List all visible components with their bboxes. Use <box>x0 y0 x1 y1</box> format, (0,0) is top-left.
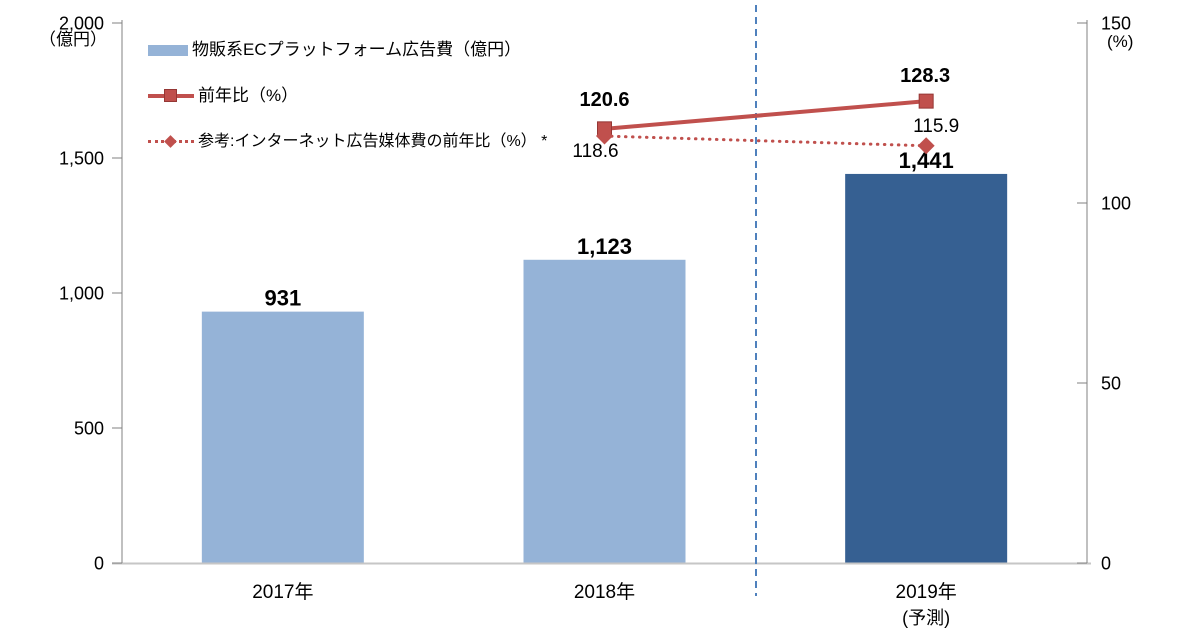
line-point-value-label: 118.6 <box>572 141 618 162</box>
reference-line-series <box>603 134 928 148</box>
reference-line-label: 参考:インターネット広告媒体費の前年比（%） * <box>198 133 548 150</box>
yoy-line-series <box>604 99 927 131</box>
legend-item-yoy-line: 前年比（%） <box>148 86 547 106</box>
bar-2019年 <box>845 173 1008 563</box>
left-axis-tick-label: 1,000 <box>59 284 104 304</box>
bar-value-label: 931 <box>264 286 301 311</box>
x-axis-category-sublabel: (予測) <box>902 608 950 628</box>
bar-series-label: 物販系ECプラットフォーム広告費（億円） <box>192 40 522 59</box>
yoy-line-swatch-icon <box>148 89 194 103</box>
x-axis-category-label: 2017年 <box>252 581 313 603</box>
bar-value-label: 1,123 <box>577 234 632 259</box>
bar-2017年 <box>201 311 364 563</box>
bar-2018年 <box>523 259 686 563</box>
line-point-value-label: 120.6 <box>579 89 629 111</box>
legend-item-bar-series: 物販系ECプラットフォーム広告費（億円） <box>148 40 547 60</box>
right-axis-tick-label: 100 <box>1101 194 1131 214</box>
chart-legend: 物販系ECプラットフォーム広告費（億円） 前年比（%） 参考:インターネット広告… <box>148 40 547 152</box>
yoy-square-marker <box>918 93 934 109</box>
right-axis-tick-label: 150 <box>1101 14 1131 34</box>
left-axis-tick-label: 1,500 <box>59 149 104 169</box>
left-axis-tick-label: 500 <box>74 419 104 439</box>
x-axis-category-label: 2019年 <box>896 581 957 603</box>
yoy-line-label: 前年比（%） <box>198 86 299 105</box>
reference-diamond-marker <box>596 127 613 145</box>
reference-line-swatch-icon <box>148 135 194 149</box>
x-axis-category-label: 2018年 <box>574 581 635 603</box>
right-axis-tick-label: 50 <box>1101 374 1121 394</box>
line-point-value-label: 128.3 <box>900 65 950 87</box>
bar-series-swatch-icon <box>148 44 188 56</box>
reference-diamond-marker <box>917 137 935 155</box>
left-axis-tick-label: 0 <box>94 554 104 574</box>
right-axis-unit-label: (%) <box>1107 32 1133 51</box>
line-point-value-label: 115.9 <box>913 116 959 137</box>
right-axis-tick-label: 0 <box>1101 554 1111 574</box>
legend-item-reference-line: 参考:インターネット広告媒体費の前年比（%） * <box>148 132 547 152</box>
left-axis-tick-label: 2,000 <box>59 14 104 34</box>
left-axis-unit-label: （億円） <box>39 30 107 49</box>
